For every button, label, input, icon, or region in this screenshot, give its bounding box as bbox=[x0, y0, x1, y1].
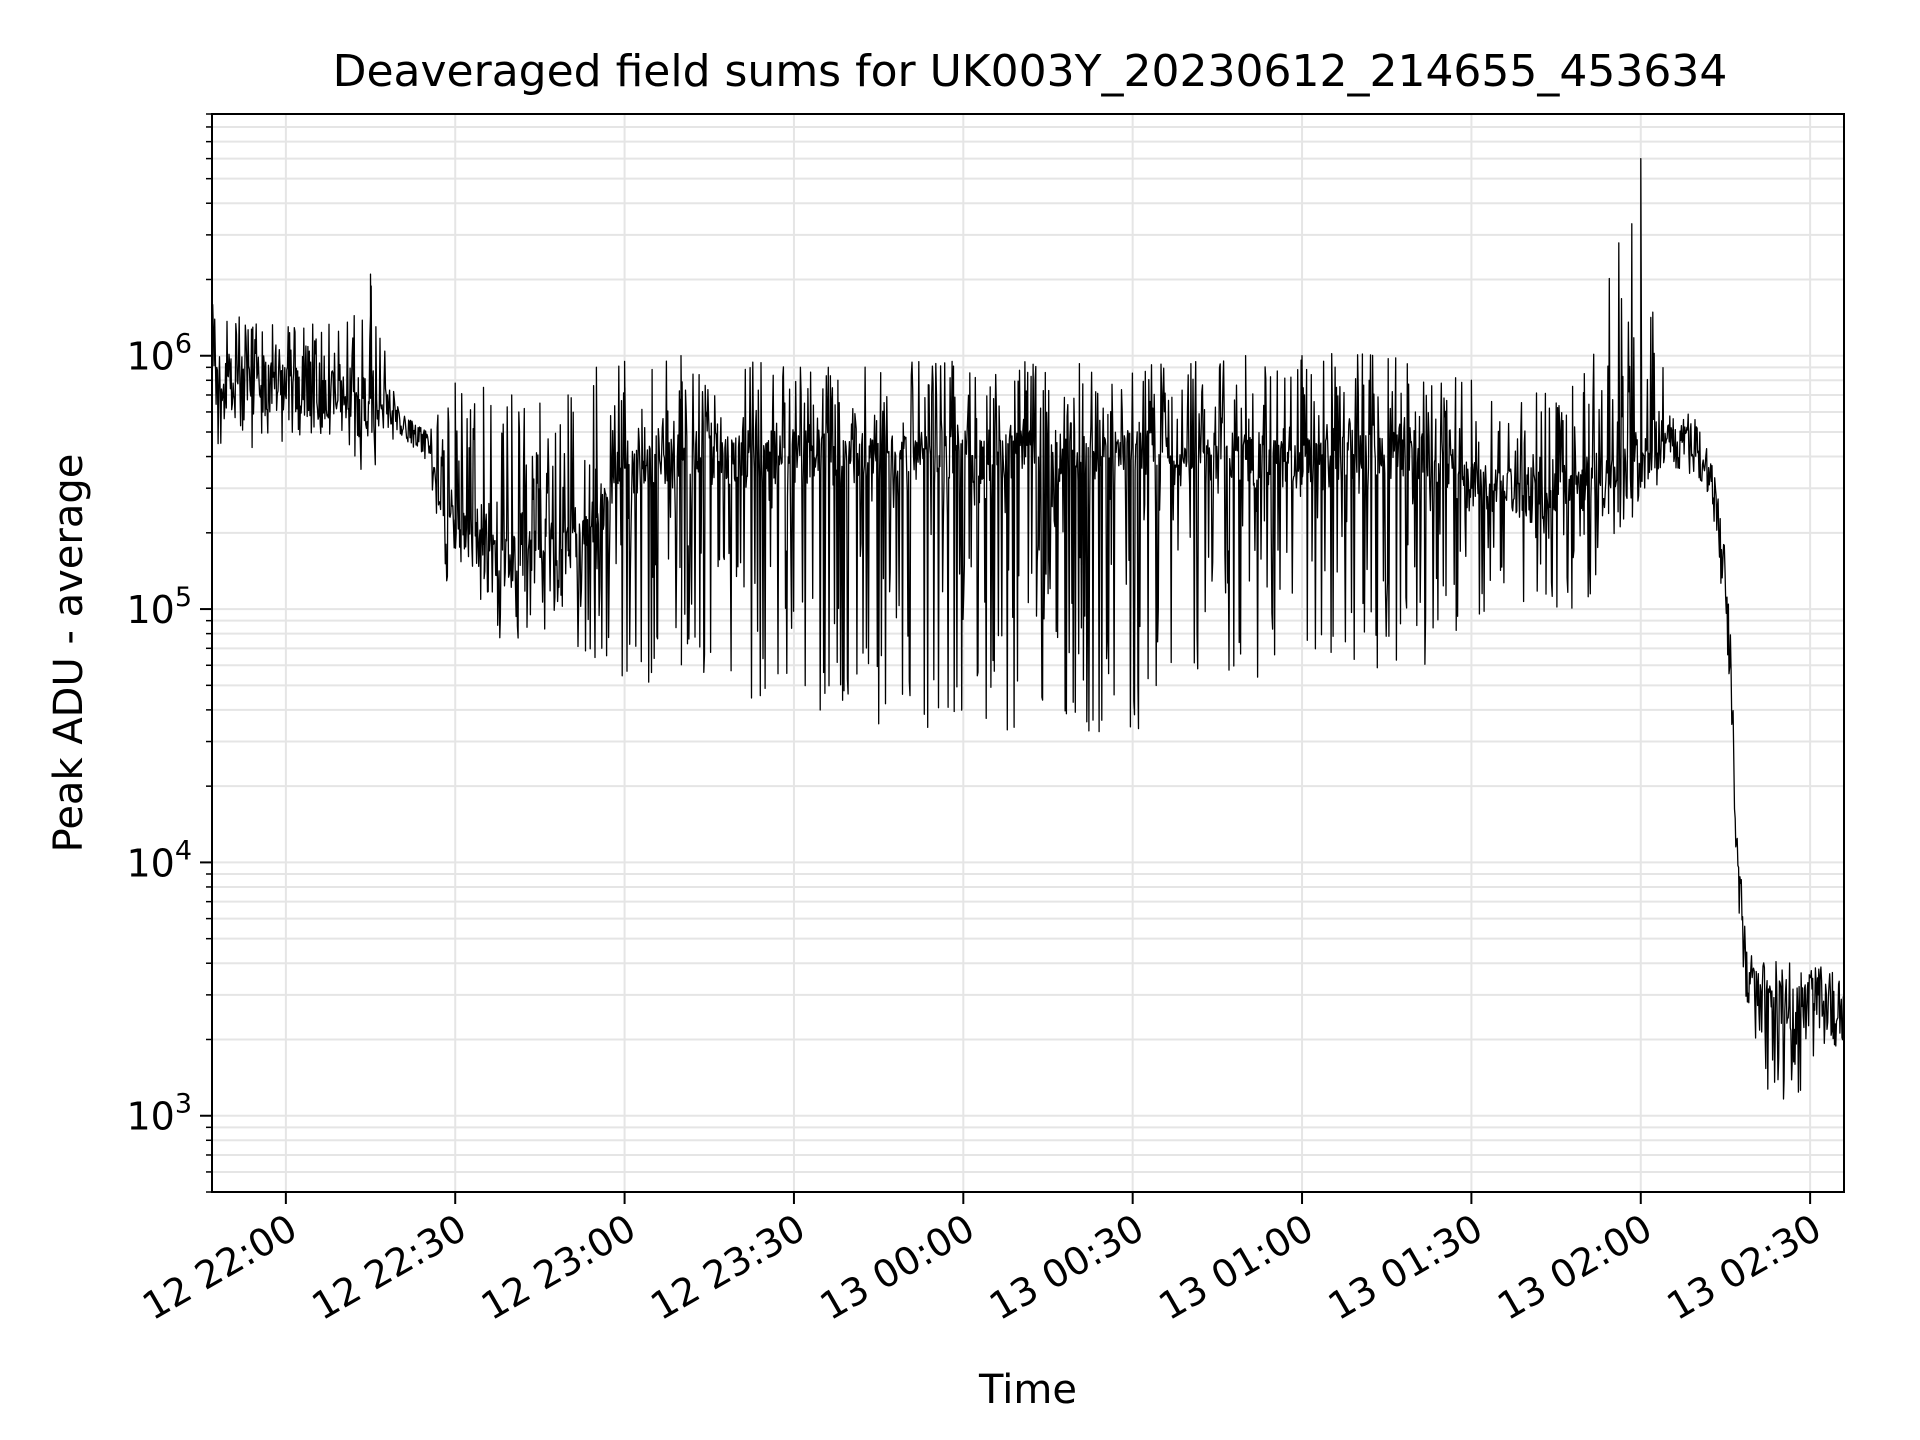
series-path bbox=[211, 157, 1845, 1100]
y-tick-base: 10 bbox=[126, 841, 174, 885]
y-tick-base: 10 bbox=[126, 588, 174, 632]
y-tick-exponent: 4 bbox=[175, 835, 192, 866]
y-tick-label: 104 bbox=[126, 835, 192, 885]
y-tick-exponent: 6 bbox=[175, 329, 192, 360]
y-tick-base: 10 bbox=[126, 1095, 174, 1139]
y-axis-label: Peak ADU - average bbox=[46, 454, 92, 853]
y-tick-exponent: 3 bbox=[175, 1089, 192, 1120]
x-axis-label: Time bbox=[978, 1367, 1077, 1413]
series-line bbox=[211, 157, 1845, 1100]
y-tick-label: 103 bbox=[126, 1089, 192, 1139]
chart-title: Deaveraged field sums for UK003Y_2023061… bbox=[333, 46, 1728, 97]
y-tick-label: 105 bbox=[126, 582, 192, 632]
y-tick-base: 10 bbox=[126, 335, 174, 379]
y-tick-label: 106 bbox=[126, 329, 192, 379]
plot-frame bbox=[211, 113, 1845, 1193]
y-tick-exponent: 5 bbox=[175, 582, 192, 613]
